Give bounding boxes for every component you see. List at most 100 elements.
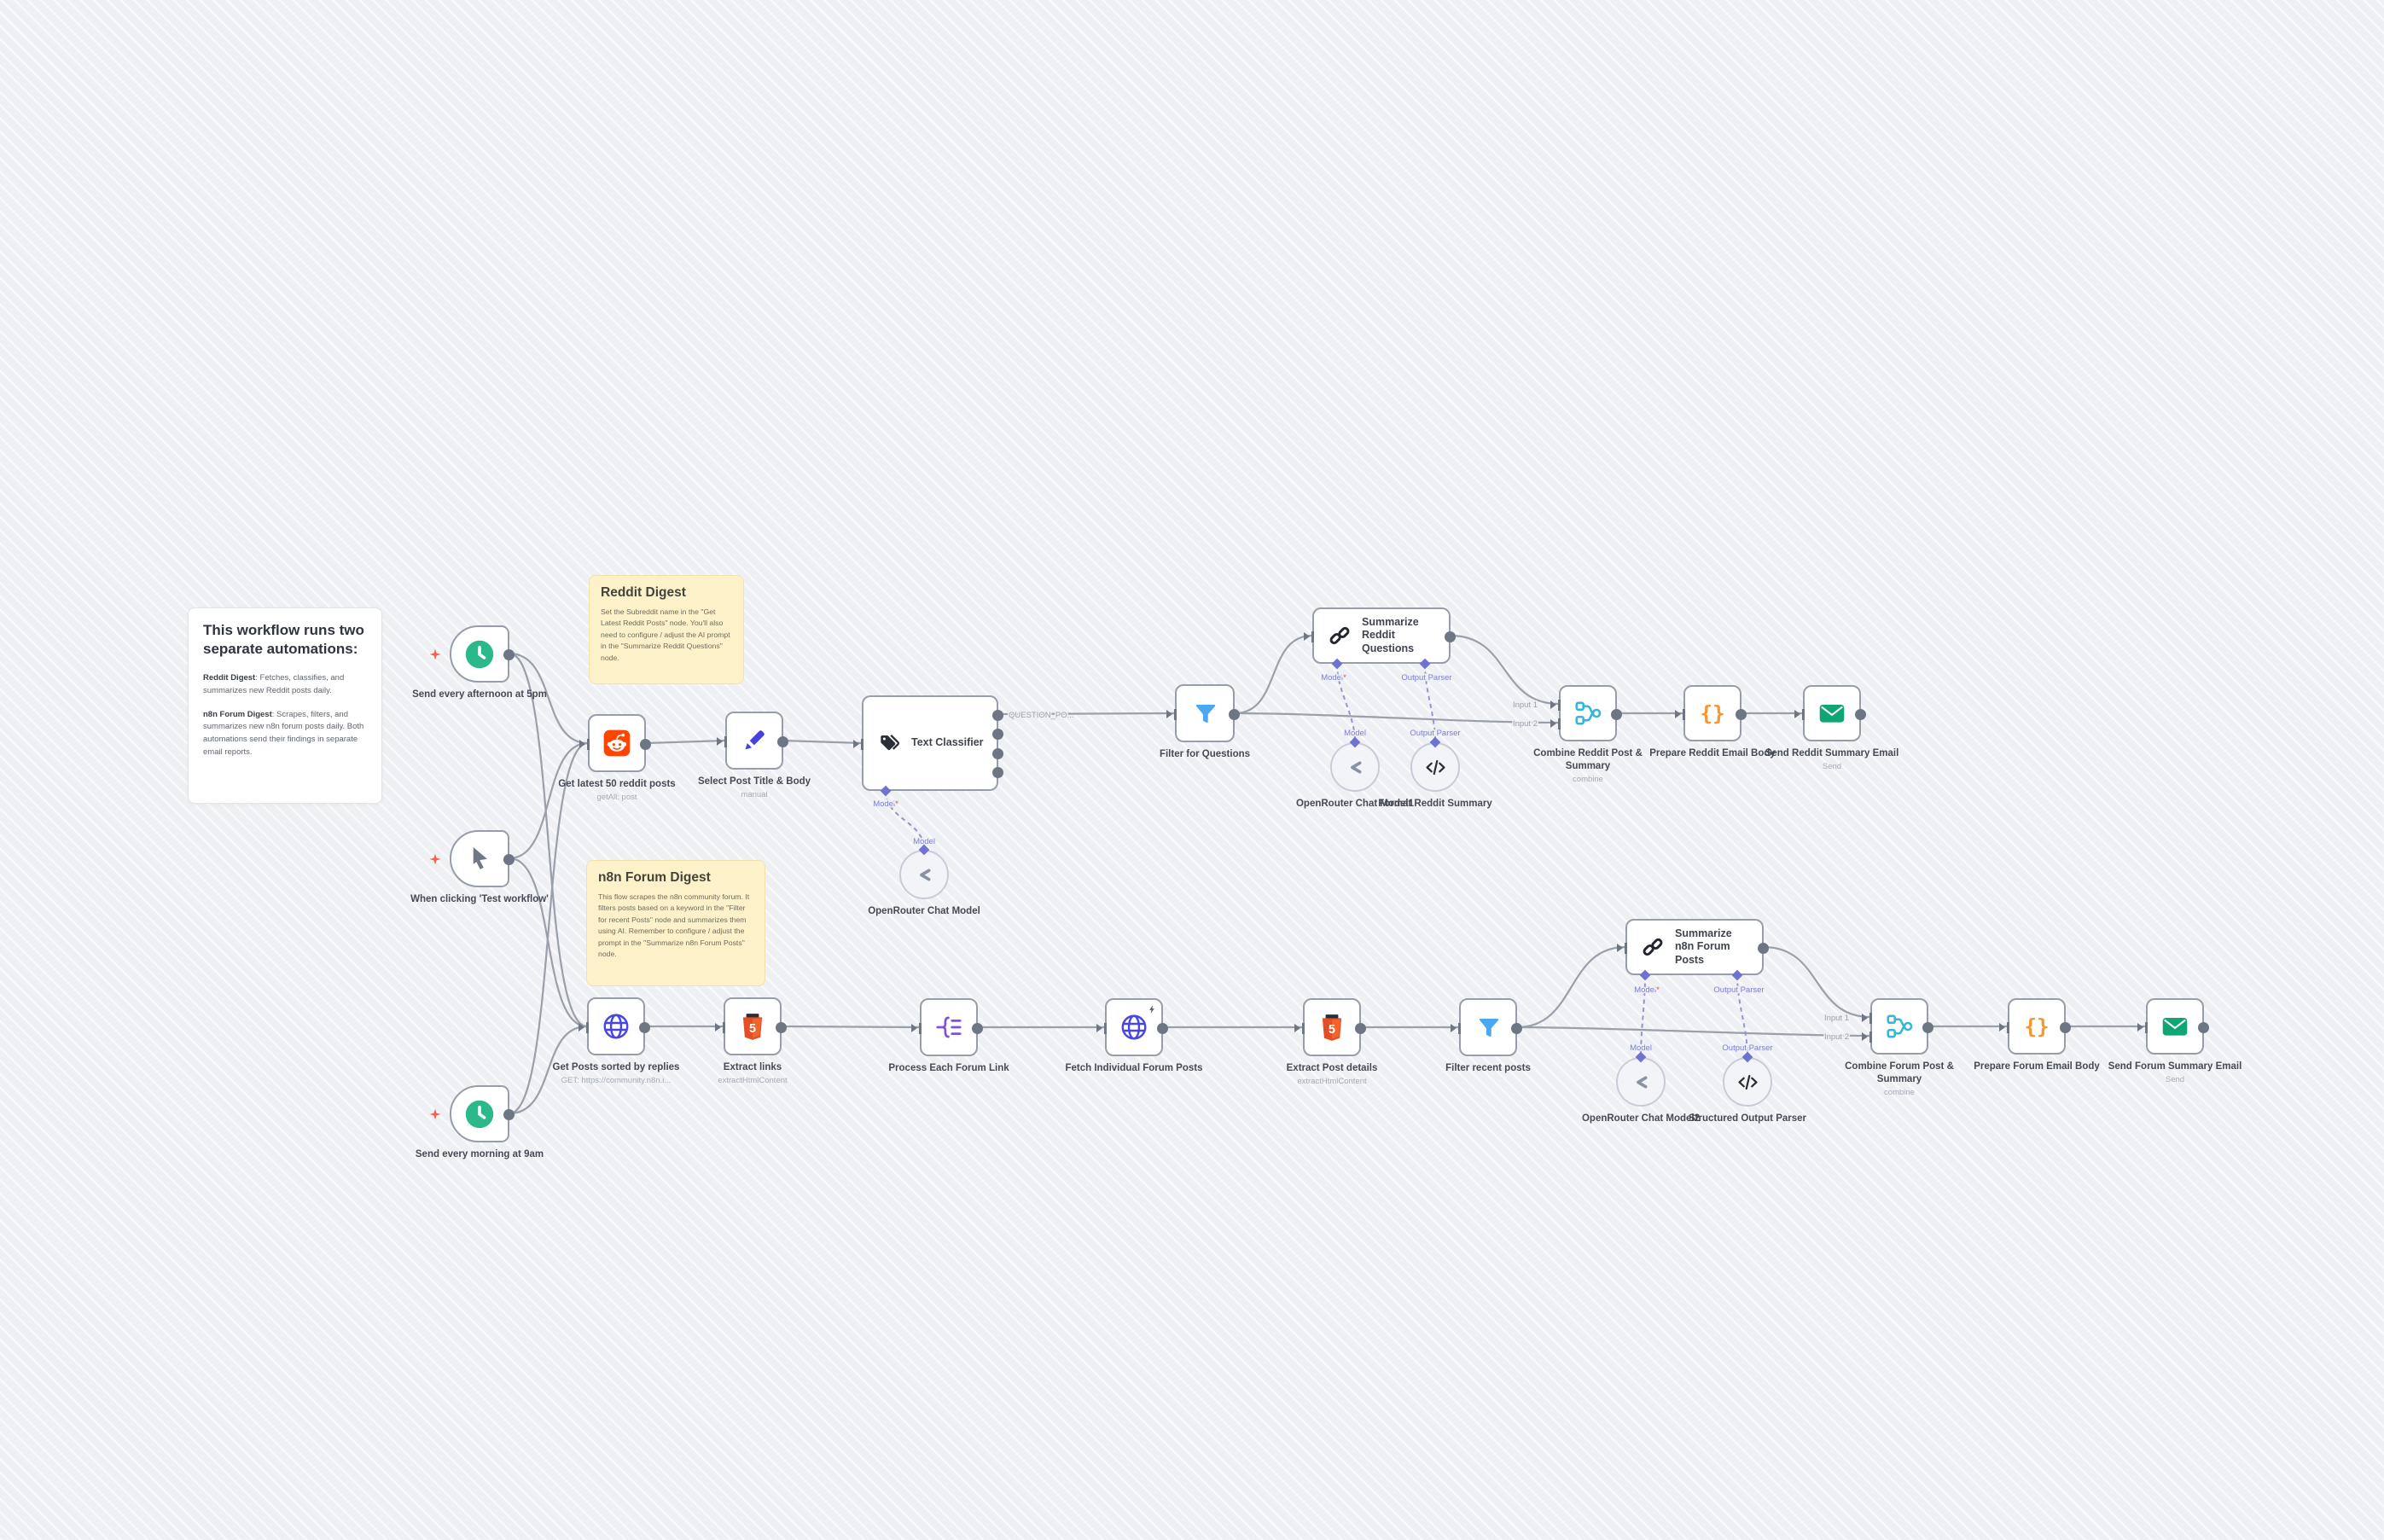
node-combine-forum-post-summary[interactable] — [1870, 998, 1933, 1055]
input-port[interactable] — [1294, 1022, 1305, 1034]
node-combine-reddit-post-summary[interactable] — [1559, 685, 1622, 741]
connection-wire[interactable] — [509, 741, 589, 860]
output-port[interactable] — [503, 1109, 515, 1120]
input-port[interactable] — [1304, 631, 1314, 642]
output-port[interactable] — [992, 747, 1003, 759]
output-port[interactable] — [1355, 1022, 1366, 1034]
node-summarize-reddit-questions[interactable]: Summarize Reddit Questions — [1312, 607, 1456, 664]
connection-wire[interactable] — [1234, 634, 1313, 715]
node-openrouter-chat-model1[interactable] — [1330, 742, 1380, 792]
node-summarize-n8n-forum-posts[interactable]: Summarize n8n Forum Posts — [1625, 919, 1769, 975]
input-port[interactable] — [2137, 1021, 2148, 1033]
input-port[interactable] — [717, 735, 727, 747]
connection-wire[interactable] — [645, 739, 726, 745]
sticky-note-n8n-forum-digest[interactable]: n8n Forum Digest This flow scrapes the n… — [586, 860, 765, 986]
output-port[interactable] — [992, 709, 1003, 721]
output-port[interactable] — [777, 735, 788, 747]
output-port[interactable] — [503, 649, 515, 660]
node-filter-recent-posts[interactable] — [1459, 998, 1522, 1056]
output-port[interactable] — [1922, 1021, 1933, 1033]
node-openrouter-chat-model[interactable] — [899, 850, 949, 899]
node-manual-trigger[interactable] — [429, 830, 515, 887]
output-port[interactable] — [1511, 1022, 1522, 1034]
connection-wire[interactable] — [997, 712, 1176, 716]
output-port[interactable] — [1445, 631, 1456, 642]
node-fetch-individual-forum-posts[interactable] — [1105, 998, 1168, 1056]
input-port[interactable] — [1862, 1012, 1872, 1024]
connection-wire[interactable] — [509, 741, 589, 1115]
trigger-flash-icon — [428, 852, 442, 866]
connection-wire[interactable] — [509, 1025, 588, 1115]
input-port[interactable] — [1096, 1022, 1107, 1034]
node-extract-post-details[interactable]: 5 — [1303, 998, 1366, 1056]
node-schedule-9am[interactable] — [429, 1085, 515, 1142]
input-port[interactable] — [853, 738, 863, 750]
pin-flash-icon — [1147, 1003, 1157, 1014]
node-get-posts-sorted-by-replies[interactable] — [587, 997, 650, 1055]
output-port[interactable] — [2060, 1021, 2071, 1033]
node-process-each-forum-link[interactable] — [920, 998, 983, 1056]
input-port[interactable] — [1550, 718, 1561, 729]
output-port[interactable] — [1855, 708, 1866, 720]
connection-wire[interactable] — [1763, 945, 1871, 1019]
node-structured-output-parser[interactable] — [1723, 1057, 1772, 1107]
input-port[interactable] — [715, 1021, 725, 1033]
output-port[interactable] — [640, 738, 651, 750]
output-port[interactable] — [992, 767, 1003, 779]
input-port[interactable] — [911, 1022, 922, 1034]
connection-wire[interactable] — [1516, 945, 1626, 1029]
svg-text:5: 5 — [749, 1022, 756, 1036]
input-port[interactable] — [1451, 1022, 1461, 1034]
input-port[interactable] — [1550, 699, 1561, 711]
connection-wire[interactable] — [782, 739, 863, 745]
connection-wire[interactable] — [781, 1025, 921, 1029]
node-select-post-title-body[interactable] — [725, 712, 788, 770]
node-get-reddit-posts[interactable] — [588, 714, 651, 772]
output-port[interactable] — [1736, 708, 1747, 720]
output-port[interactable] — [2198, 1021, 2209, 1033]
node-extract-links[interactable]: 5 — [724, 997, 787, 1055]
output-port[interactable] — [972, 1022, 983, 1034]
ai-connection-wire[interactable] — [885, 790, 925, 851]
output-port[interactable] — [1758, 942, 1769, 954]
node-label: Get latest 50 reddit posts — [558, 779, 676, 789]
ai-connection-wire[interactable] — [1640, 974, 1646, 1058]
node-openrouter-chat-model2[interactable] — [1616, 1057, 1666, 1107]
ai-connection-wire[interactable] — [1736, 974, 1748, 1058]
input-port[interactable] — [1166, 708, 1177, 720]
connection-wire[interactable] — [509, 652, 588, 1028]
workflow-description-note[interactable]: This workflow runs two separate automati… — [188, 607, 382, 804]
output-port[interactable] — [639, 1021, 650, 1033]
connection-wire[interactable] — [1234, 712, 1560, 724]
output-port[interactable] — [776, 1021, 787, 1033]
sticky-note-reddit-digest[interactable]: Reddit Digest Set the Subreddit name in … — [589, 575, 744, 684]
node-filter-for-questions[interactable] — [1175, 684, 1240, 742]
input-port[interactable] — [1617, 942, 1627, 954]
input-port[interactable] — [1999, 1021, 2009, 1033]
input-port[interactable] — [1794, 708, 1805, 720]
input-port[interactable] — [579, 738, 590, 750]
node-schedule-5pm[interactable] — [429, 625, 515, 683]
input-port[interactable] — [1862, 1031, 1872, 1043]
output-port[interactable] — [992, 729, 1003, 741]
input-port[interactable] — [579, 1021, 589, 1033]
ai-connection-wire[interactable] — [1336, 663, 1356, 743]
connection-wire[interactable] — [509, 652, 589, 745]
node-prepare-reddit-email-body[interactable]: {} — [1683, 685, 1747, 741]
connection-wire[interactable] — [1516, 1026, 1871, 1037]
node-label: When clicking 'Test workflow' — [410, 894, 549, 904]
output-port[interactable] — [1611, 708, 1622, 720]
node-text-classifier[interactable]: Text Classifier — [862, 695, 1003, 791]
node-sublabel: Send — [1822, 761, 1842, 771]
node-prepare-forum-email-body[interactable]: {} — [2008, 998, 2071, 1055]
ai-connection-wire[interactable] — [1424, 663, 1436, 743]
node-format-reddit-summary[interactable] — [1410, 742, 1460, 792]
input-port[interactable] — [1675, 708, 1685, 720]
output-port[interactable] — [503, 854, 515, 865]
node-send-forum-summary-email[interactable] — [2146, 998, 2209, 1055]
output-port[interactable] — [1229, 708, 1240, 720]
connection-wire[interactable] — [1450, 634, 1560, 706]
node-send-reddit-summary-email[interactable] — [1803, 685, 1866, 741]
output-port[interactable] — [1157, 1022, 1168, 1034]
